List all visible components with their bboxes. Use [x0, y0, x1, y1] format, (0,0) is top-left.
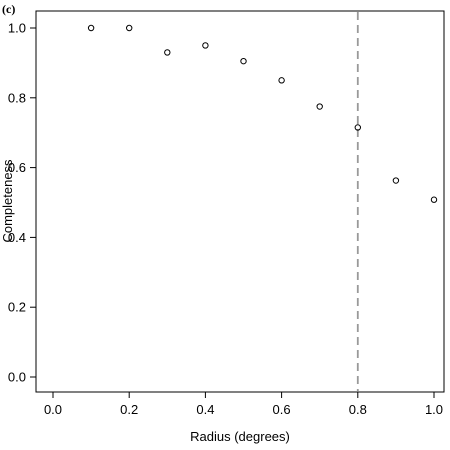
y-tick-label: 1.0 [8, 21, 26, 36]
x-tick-label: 0.6 [273, 402, 291, 417]
x-axis-label: Radius (degrees) [190, 429, 290, 444]
panel-label: (c) [2, 2, 15, 16]
x-tick-label: 1.0 [425, 402, 443, 417]
x-tick-label: 0.8 [349, 402, 367, 417]
data-point [430, 196, 438, 203]
y-tick-label: 0.4 [8, 230, 26, 245]
data-point [126, 24, 133, 32]
data-point [164, 49, 171, 56]
data-point [240, 57, 247, 65]
x-tick-label: 0.2 [120, 402, 138, 417]
y-tick-label: 0.2 [8, 300, 26, 315]
data-point [202, 42, 209, 49]
x-tick-label: 0.0 [44, 402, 62, 417]
x-tick-label: 0.4 [196, 402, 214, 417]
y-tick-label: 0.8 [8, 90, 26, 105]
y-tick-label: 0.0 [8, 370, 26, 385]
y-axis-label: Completeness [0, 159, 15, 243]
y-tick-label: 0.6 [8, 160, 26, 175]
plot-frame [35, 10, 445, 393]
data-point [316, 103, 323, 110]
data-point [392, 177, 400, 184]
data-point [354, 124, 361, 131]
data-point [87, 24, 95, 32]
data-point [278, 77, 285, 84]
